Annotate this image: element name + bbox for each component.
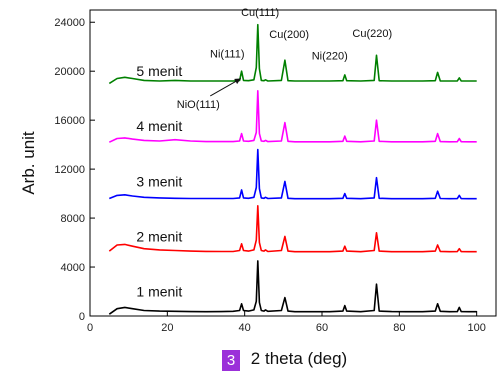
series-line-5	[108, 23, 477, 85]
x-axis-label: 2 theta (deg)	[251, 349, 347, 368]
plot-frame	[89, 9, 497, 317]
page-badge: 3	[222, 350, 240, 371]
peak-annotation: Cu(200)	[269, 29, 309, 41]
y-tick-label: 0	[79, 311, 85, 323]
peak-annotation: Ni(111)	[210, 49, 244, 61]
series-label-1: 1 menit	[136, 283, 182, 299]
peak-annotation: Cu(220)	[352, 28, 392, 40]
y-tick-label: 20000	[54, 66, 85, 78]
x-tick-label: 100	[467, 322, 485, 334]
y-tick-label: 4000	[61, 262, 85, 274]
y-tick-label: 12000	[54, 164, 85, 176]
series-line-3	[109, 148, 477, 200]
y-tick-label: 8000	[61, 213, 85, 225]
x-tick-label: 60	[316, 322, 328, 334]
series-label-3: 3 menit	[136, 173, 182, 189]
series-line-2	[108, 205, 477, 253]
peak-annotation: Cu(111)	[241, 7, 279, 19]
series-line-1	[108, 260, 477, 315]
series-label-2: 2 menit	[136, 228, 182, 244]
y-axis-label: Arb. unit	[19, 131, 38, 195]
x-tick-label: 40	[239, 322, 251, 334]
peak-annotation: Ni(220)	[312, 51, 348, 63]
annotations-group: Cu(111) Ni(111) Cu(200)Ni(220) Cu(220) NiO(1…	[177, 7, 392, 111]
series-label-5: 5 menit	[136, 63, 182, 79]
series-group: 1 menit 2 menit 3 menit 4 menit 5 menit	[108, 23, 477, 315]
y-tick-label: 16000	[54, 115, 85, 127]
series-label-4: 4 menit	[136, 118, 182, 134]
x-tick-label: 0	[87, 322, 93, 334]
x-tick-label: 20	[161, 322, 173, 334]
y-tick-label: 24000	[54, 17, 85, 29]
annotation-arrow	[210, 78, 242, 97]
peak-annotation: NiO(111)	[177, 99, 220, 111]
series-line-4	[108, 90, 477, 143]
axis-ticks: 0 20 40 60 80 100 0 4000 8000 12000 16000 20000 2400…	[54, 17, 485, 334]
x-tick-label: 80	[393, 322, 405, 334]
